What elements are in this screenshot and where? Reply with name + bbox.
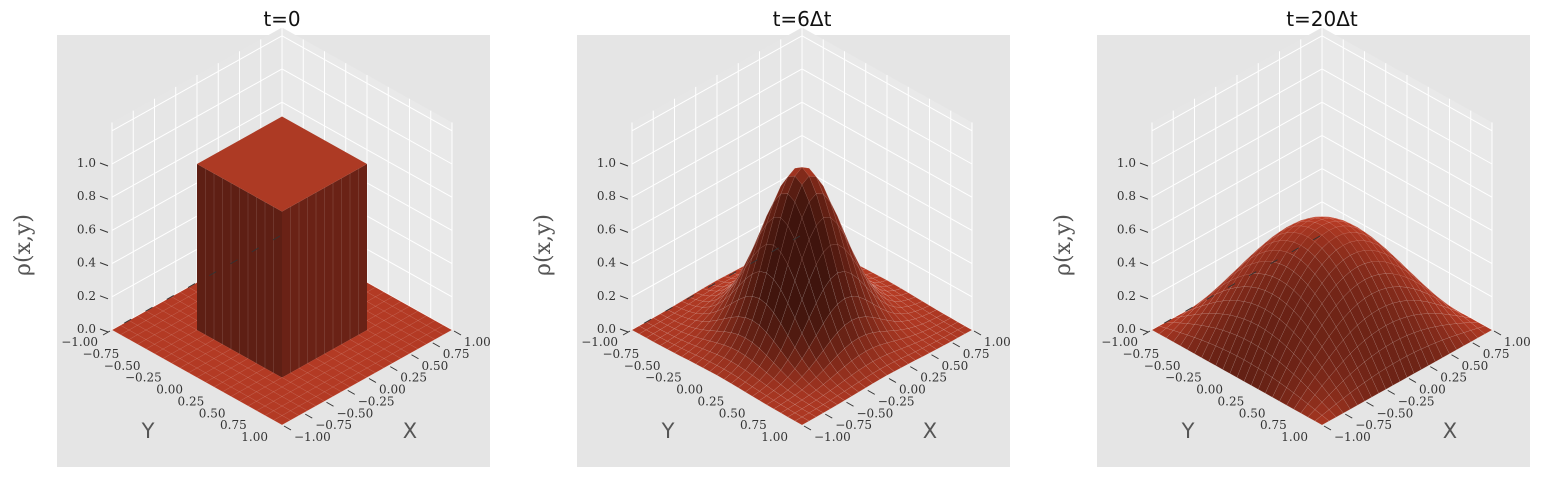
x-tick-label: 1.00 xyxy=(1504,335,1531,349)
x-tick-label: 1.00 xyxy=(464,335,491,349)
z-tick-label: 1.0 xyxy=(1117,156,1136,170)
z-axis-label: ρ(x,y) xyxy=(11,214,36,276)
z-tick-label: 0.0 xyxy=(1117,322,1136,336)
z-tick-label: 0.0 xyxy=(597,322,616,336)
z-tick-label: 0.8 xyxy=(597,189,616,203)
x-axis-label: X xyxy=(1443,419,1457,443)
y-axis-label: Y xyxy=(661,419,675,443)
z-axis-label: ρ(x,y) xyxy=(531,214,556,276)
z-tick-label: 0.4 xyxy=(597,256,616,270)
chart-panel-2: t=6Δt0.00.20.40.60.81.0−1.00−0.75−0.50−0… xyxy=(531,7,1011,467)
z-axis-label: ρ(x,y) xyxy=(1051,214,1076,276)
y-axis-label: Y xyxy=(1181,419,1195,443)
x-axis-label: X xyxy=(403,419,417,443)
chart-title: t=6Δt xyxy=(773,7,832,31)
chart-panel-1: t=00.00.20.40.60.81.0−1.00−0.75−0.50−0.2… xyxy=(11,7,491,467)
y-tick-label: 1.00 xyxy=(761,430,788,444)
z-tick-label: 0.4 xyxy=(77,256,96,270)
chart-panel-3: t=20Δt0.00.20.40.60.81.0−1.00−0.75−0.50−… xyxy=(1051,7,1531,467)
z-tick-label: 0.2 xyxy=(1117,289,1136,303)
z-tick-label: 0.6 xyxy=(597,222,616,236)
y-tick-label: 1.00 xyxy=(1281,430,1308,444)
z-tick-label: 0.2 xyxy=(597,289,616,303)
x-axis-label: X xyxy=(923,419,937,443)
z-tick-label: 0.8 xyxy=(1117,189,1136,203)
z-tick-label: 0.4 xyxy=(1117,256,1136,270)
y-axis-label: Y xyxy=(141,419,155,443)
z-tick-label: 0.2 xyxy=(77,289,96,303)
chart-title: t=0 xyxy=(263,7,300,31)
y-tick-label: 1.00 xyxy=(241,430,268,444)
z-tick-label: 0.0 xyxy=(77,322,96,336)
z-tick-label: 1.0 xyxy=(597,156,616,170)
z-tick-label: 1.0 xyxy=(77,156,96,170)
z-tick-label: 0.8 xyxy=(77,189,96,203)
z-tick-label: 0.6 xyxy=(1117,222,1136,236)
chart-title: t=20Δt xyxy=(1286,7,1358,31)
x-tick-label: 1.00 xyxy=(984,335,1011,349)
z-tick-label: 0.6 xyxy=(77,222,96,236)
